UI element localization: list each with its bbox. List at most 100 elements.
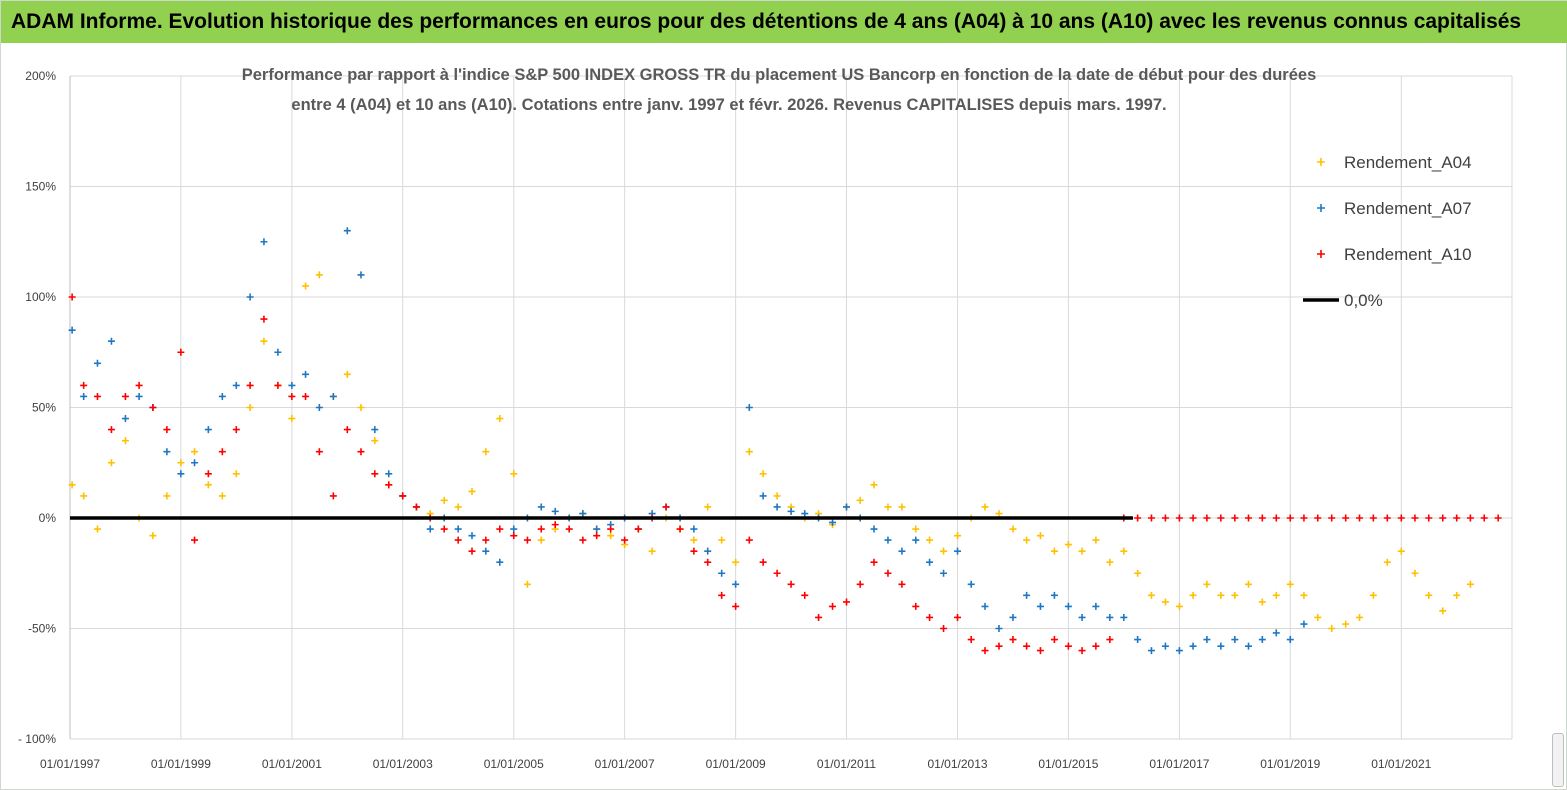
x-tick-label: 01/01/2015 (1038, 757, 1098, 771)
legend-entry: Rendement_A10 (1317, 245, 1472, 264)
data-point (1092, 642, 1100, 650)
data-point (1466, 580, 1474, 588)
data-point (1023, 591, 1031, 599)
data-point (1106, 636, 1114, 644)
x-tick-label: 01/01/2005 (484, 757, 544, 771)
x-tick-label: 01/01/2001 (262, 757, 322, 771)
data-point (870, 525, 878, 533)
data-point (1453, 591, 1461, 599)
data-point (1286, 580, 1294, 588)
data-point (1189, 591, 1197, 599)
data-point (1342, 620, 1350, 628)
x-tick-label: 01/01/2011 (817, 757, 876, 771)
data-point (107, 426, 115, 434)
data-point (870, 558, 878, 566)
y-tick-label: 100% (25, 290, 56, 304)
legend-entry: Rendement_A07 (1317, 199, 1472, 218)
data-point (1161, 598, 1169, 606)
data-point (274, 348, 282, 356)
data-point (1383, 558, 1391, 566)
data-point (1189, 642, 1197, 650)
chart-title-line-1: Performance par rapport à l'indice S&P 5… (242, 66, 1317, 84)
data-point (745, 448, 753, 456)
data-point (1245, 514, 1253, 522)
data-point (288, 415, 296, 423)
data-point (246, 381, 254, 389)
data-point (912, 602, 920, 610)
data-point (537, 503, 545, 511)
data-point (1092, 536, 1100, 544)
data-point (1120, 547, 1128, 555)
legend-label: Rendement_A04 (1344, 153, 1472, 172)
data-point (1078, 613, 1086, 621)
data-point (496, 415, 504, 423)
data-point (843, 503, 851, 511)
data-point (218, 448, 226, 456)
legend-marker-swatch (1317, 158, 1325, 166)
data-point (1078, 547, 1086, 555)
data-point (537, 536, 545, 544)
data-point (773, 569, 781, 577)
data-point (135, 392, 143, 400)
data-point (68, 481, 76, 489)
data-point (163, 448, 171, 456)
data-point (1383, 514, 1391, 522)
data-point (884, 536, 892, 544)
data-point (648, 547, 656, 555)
data-point (163, 492, 171, 500)
data-point (1050, 591, 1058, 599)
x-tick-label: 01/01/2019 (1260, 757, 1320, 771)
data-point (898, 580, 906, 588)
data-point (1161, 642, 1169, 650)
data-point (482, 536, 490, 544)
data-point (121, 415, 129, 423)
y-tick-label: - 100% (18, 732, 56, 746)
data-point (371, 426, 379, 434)
data-point (787, 580, 795, 588)
data-point (93, 359, 101, 367)
data-point (1009, 525, 1017, 533)
data-point (468, 487, 476, 495)
data-point (634, 525, 642, 533)
data-point (468, 547, 476, 555)
data-point (399, 492, 407, 500)
data-point (926, 613, 934, 621)
data-point (288, 381, 296, 389)
data-point (1147, 647, 1155, 655)
data-point (163, 426, 171, 434)
y-tick-label: -50% (28, 622, 56, 636)
legend-marker-swatch (1317, 250, 1325, 258)
data-point (1023, 642, 1031, 650)
data-point (954, 532, 962, 540)
data-point (454, 525, 462, 533)
performance-chart: 200%150%100%50%0%-50%- 100% 01/01/1997 01… (18, 66, 1513, 771)
data-point (1147, 514, 1155, 522)
data-point (1494, 514, 1502, 522)
data-point (1064, 541, 1072, 549)
data-point (315, 448, 323, 456)
data-point (856, 580, 864, 588)
y-tick-label: 200% (25, 69, 56, 83)
data-point (218, 492, 226, 500)
data-point (302, 370, 310, 378)
data-point (1258, 598, 1266, 606)
data-point (690, 525, 698, 533)
data-point (981, 602, 989, 610)
data-point (68, 326, 76, 334)
data-point (745, 536, 753, 544)
data-point (191, 536, 199, 544)
data-point (1009, 636, 1017, 644)
data-point (288, 392, 296, 400)
data-point (759, 558, 767, 566)
data-point (1411, 514, 1419, 522)
data-point (1106, 613, 1114, 621)
legend-marker-swatch (1317, 204, 1325, 212)
data-point (177, 459, 185, 467)
scrollbar-handle[interactable] (1552, 733, 1564, 787)
data-point (1078, 647, 1086, 655)
data-point (204, 481, 212, 489)
data-point (1286, 514, 1294, 522)
data-point (302, 392, 310, 400)
data-point (107, 459, 115, 467)
